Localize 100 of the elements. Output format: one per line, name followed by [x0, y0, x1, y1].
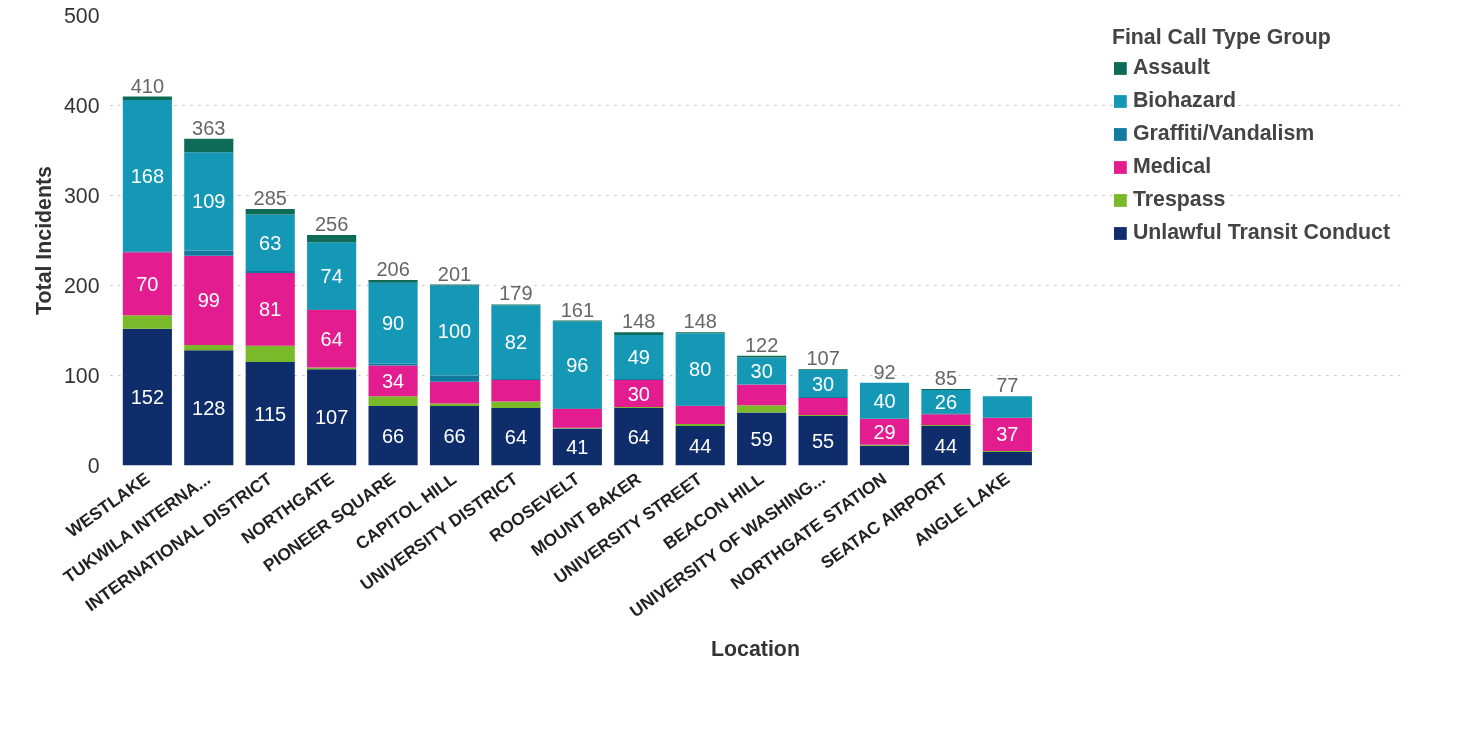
- data-label: 81: [259, 298, 282, 321]
- total-label: 148: [683, 310, 717, 333]
- y-tick-label: 200: [63, 274, 100, 298]
- bar: [307, 369, 357, 466]
- data-label: 80: [689, 358, 712, 381]
- bar: [184, 255, 234, 345]
- data-label: 107: [314, 406, 349, 429]
- bar: [368, 280, 418, 283]
- total-label: 201: [437, 262, 472, 285]
- y-tick-label: 500: [63, 4, 100, 28]
- y-tick-label: 300: [63, 184, 100, 208]
- data-label: 109: [192, 190, 226, 213]
- data-label: 90: [381, 312, 405, 335]
- bar: [368, 282, 418, 364]
- data-label: 34: [381, 369, 405, 392]
- data-label: 55: [811, 429, 835, 452]
- data-label: 30: [627, 382, 650, 405]
- bar: [429, 406, 480, 466]
- bar: [429, 375, 480, 382]
- bar: [982, 396, 1032, 418]
- bar: [737, 405, 787, 413]
- legend-label: Biohazard: [1132, 88, 1236, 113]
- bar: [245, 214, 295, 272]
- bar: [307, 242, 357, 309]
- y-axis-title: Total Incidents: [31, 166, 56, 315]
- bar: [429, 381, 480, 404]
- bar: [675, 406, 725, 425]
- total-label: 77: [996, 374, 1019, 397]
- bar: [675, 425, 725, 466]
- bar: [859, 382, 910, 419]
- data-label: 49: [627, 346, 650, 369]
- bar: [552, 321, 602, 408]
- bar: [307, 235, 357, 243]
- data-label: 64: [504, 425, 528, 448]
- bar: [184, 250, 234, 256]
- bar: [552, 408, 602, 428]
- data-label: 44: [934, 434, 958, 457]
- bar: [552, 428, 602, 466]
- data-label: 30: [750, 360, 773, 382]
- bar: [491, 407, 541, 466]
- bar: [675, 333, 725, 406]
- legend-title: Final Call Type Group: [1111, 25, 1332, 50]
- bar: [122, 100, 172, 252]
- total-label: 161: [560, 298, 595, 321]
- data-label: 44: [689, 434, 712, 457]
- x-axis-title: Location: [711, 637, 800, 662]
- bar: [491, 401, 541, 408]
- bar: [122, 252, 172, 316]
- bar: [921, 414, 971, 425]
- bar: [429, 285, 480, 376]
- bar: [184, 152, 234, 251]
- bar: [491, 380, 541, 402]
- total-label: 107: [806, 347, 840, 370]
- data-label: 29: [873, 420, 896, 443]
- data-label: 63: [259, 231, 282, 254]
- total-label: 179: [499, 282, 533, 305]
- bar: [737, 412, 787, 466]
- data-label: 30: [811, 372, 835, 395]
- bar: [859, 445, 910, 466]
- total-label: 92: [873, 360, 896, 383]
- bar: [307, 309, 357, 368]
- data-label: 100: [437, 319, 472, 342]
- data-label: 26: [934, 390, 958, 413]
- bar: [798, 416, 848, 466]
- bar: [122, 328, 172, 466]
- data-label: 37: [996, 423, 1019, 446]
- data-label: 152: [130, 386, 165, 409]
- data-label: 59: [750, 427, 773, 450]
- bar: [614, 332, 664, 335]
- legend-label: Trespass: [1132, 187, 1226, 212]
- bar: [184, 344, 234, 351]
- legend-label: Assault: [1132, 55, 1210, 80]
- bar: [245, 272, 295, 346]
- bar: [982, 452, 1032, 466]
- bar: [491, 305, 541, 380]
- data-label: 64: [320, 327, 343, 350]
- data-label: 99: [197, 289, 220, 312]
- bar: [737, 384, 787, 406]
- bar: [184, 138, 234, 153]
- bar: [429, 403, 480, 407]
- data-label: 128: [192, 396, 226, 419]
- total-label: 85: [934, 367, 958, 389]
- legend-label: Graffiti/Vandalism: [1132, 121, 1315, 146]
- bar: [368, 396, 418, 407]
- bar: [368, 406, 418, 466]
- bar: [798, 398, 848, 416]
- data-label: 40: [873, 389, 896, 412]
- data-label: 66: [381, 424, 405, 447]
- bar: [184, 350, 234, 466]
- data-label: 64: [627, 425, 650, 448]
- total-label: 148: [622, 310, 656, 333]
- total-label: 206: [376, 258, 410, 281]
- data-label: 96: [566, 353, 589, 376]
- total-label: 285: [253, 187, 287, 209]
- y-tick-label: 100: [63, 364, 100, 388]
- bar: [982, 417, 1032, 452]
- bar: [122, 315, 172, 329]
- total-label: 363: [192, 116, 226, 139]
- data-label: 66: [443, 424, 466, 447]
- bar: [245, 362, 295, 466]
